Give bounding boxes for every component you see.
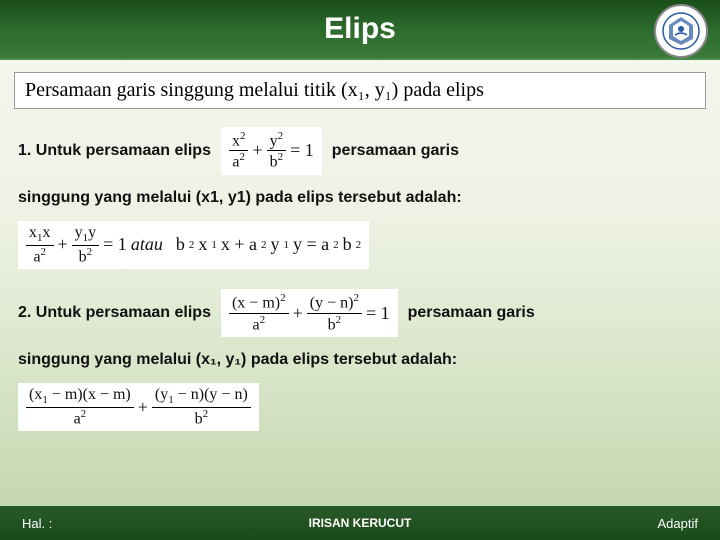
item2-eq1: (x − m)2a2 + (y − n)2b2 = 1 [221,289,398,337]
item1-eq2: x1xa2 + y1yb2 = 1 atau b2x1x + a2y1y = a… [18,221,369,270]
item1-result: x1xa2 + y1yb2 = 1 atau b2x1x + a2y1y = a… [18,221,702,270]
item2-result: (x1 − m)(x − m)a2 + (y1 − n)(y − n)b2 [18,383,702,432]
slide-title: Elips [324,12,396,46]
item1-line1: 1. Untuk persamaan elips x2a2 + y2b2 = 1… [18,127,702,175]
item2-lead: 2. Untuk persamaan elips [18,304,211,322]
education-logo-icon [661,11,701,51]
logo-badge [654,4,708,58]
slide-footer: Hal. : IRISAN KERUCUT Adaptif [0,506,720,540]
item1-trail: persamaan garis [332,142,459,160]
slide-content: 1. Untuk persamaan elips x2a2 + y2b2 = 1… [0,109,720,431]
slide-header: Elips [0,0,720,60]
item2-line1: 2. Untuk persamaan elips (x − m)2a2 + (y… [18,289,702,337]
item1-line2: singgung yang melalui (x1, y1) pada elip… [18,189,702,207]
footer-left: Hal. : [22,516,52,531]
item1-cont: singgung yang melalui (x1, y1) pada elip… [18,189,462,207]
item2-trail: persamaan garis [408,304,535,322]
item1-eq1: x2a2 + y2b2 = 1 [221,127,322,175]
item1-lead: 1. Untuk persamaan elips [18,142,211,160]
item2-cont: singgung yang melalui (x₁, y₁) pada elip… [18,351,457,369]
section-subtitle: Persamaan garis singgung melalui titik (… [14,72,706,109]
footer-right: Adaptif [658,516,698,531]
item2-line2: singgung yang melalui (x₁, y₁) pada elip… [18,351,702,369]
item2-eq2: (x1 − m)(x − m)a2 + (y1 − n)(y − n)b2 [18,383,259,432]
footer-center: IRISAN KERUCUT [309,516,412,530]
